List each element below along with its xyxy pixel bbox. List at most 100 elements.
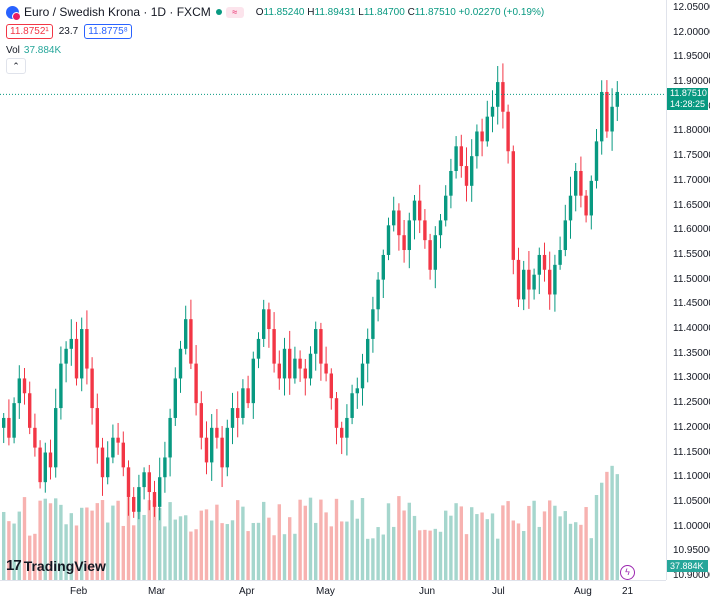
candle-body[interactable] (501, 82, 505, 112)
candle-body[interactable] (288, 348, 292, 379)
candle-body[interactable] (511, 151, 515, 260)
candle-body[interactable] (126, 467, 131, 497)
candle-body[interactable] (142, 472, 146, 488)
candle-body[interactable] (444, 195, 448, 221)
candle-body[interactable] (152, 492, 157, 507)
candle-body[interactable] (464, 166, 469, 186)
session-icon[interactable]: ≈ (225, 6, 244, 18)
candle-body[interactable] (137, 487, 141, 512)
candle-body[interactable] (522, 269, 526, 300)
candle-body[interactable] (579, 170, 583, 196)
candle-body[interactable] (542, 254, 547, 270)
candle-body[interactable] (262, 309, 266, 339)
candle-body[interactable] (584, 195, 588, 216)
candle-body[interactable] (293, 358, 297, 379)
candle-body[interactable] (407, 220, 411, 251)
candle-body[interactable] (204, 437, 209, 463)
candle-body[interactable] (282, 348, 287, 379)
candle-body[interactable] (59, 363, 63, 409)
candle-body[interactable] (605, 91, 609, 132)
candle-body[interactable] (256, 338, 261, 359)
chevron-up-icon[interactable]: ⌃ (6, 58, 26, 74)
lightning-icon[interactable]: ϟ (620, 565, 635, 580)
symbol-title[interactable]: Euro / Swedish Krona · 1D · FXCM (24, 5, 211, 19)
candle-body[interactable] (251, 358, 255, 404)
candle-body[interactable] (516, 259, 521, 300)
candle-body[interactable] (459, 146, 463, 167)
candle-body[interactable] (610, 106, 614, 132)
candle-body[interactable] (355, 388, 359, 394)
candle-body[interactable] (553, 264, 557, 295)
candle-body[interactable] (189, 319, 193, 364)
candle-body[interactable] (64, 348, 68, 364)
buy-button[interactable]: 11.8775⁸ (84, 24, 132, 39)
candle-body[interactable] (17, 378, 21, 404)
candle-body[interactable] (95, 408, 99, 448)
candle-body[interactable] (199, 403, 203, 438)
candle-body[interactable] (594, 141, 599, 181)
candle-body[interactable] (558, 250, 562, 265)
candle-body[interactable] (12, 403, 16, 438)
candle-body[interactable] (485, 116, 489, 142)
candle-body[interactable] (111, 437, 115, 458)
candle-body[interactable] (386, 225, 391, 255)
candle-body[interactable] (194, 363, 198, 404)
candle-body[interactable] (163, 457, 167, 478)
candle-body[interactable] (418, 200, 422, 221)
candle-body[interactable] (22, 378, 27, 394)
candle-body[interactable] (319, 329, 323, 364)
candle-body[interactable] (33, 427, 37, 448)
candle-body[interactable] (178, 348, 183, 379)
candle-body[interactable] (568, 195, 573, 221)
candle-body[interactable] (366, 338, 370, 364)
candle-body[interactable] (215, 427, 219, 438)
candle-body[interactable] (90, 368, 94, 409)
candle-body[interactable] (470, 156, 474, 186)
candle-body[interactable] (168, 417, 172, 458)
chart-area[interactable] (0, 0, 666, 580)
volume-legend[interactable]: Vol 37.884K (6, 45, 62, 56)
candle-body[interactable] (7, 417, 11, 438)
candle-body[interactable] (340, 427, 344, 438)
candle-body[interactable] (314, 329, 318, 354)
candle-body[interactable] (548, 269, 552, 295)
candle-body[interactable] (563, 220, 567, 251)
candle-body[interactable] (225, 427, 229, 468)
candle-body[interactable] (392, 210, 396, 226)
candle-body[interactable] (600, 91, 604, 142)
candle-body[interactable] (527, 269, 531, 290)
candle-body[interactable] (236, 408, 240, 418)
candle-body[interactable] (48, 452, 53, 468)
candle-body[interactable] (28, 393, 32, 428)
time-axis[interactable]: Feb Mar Apr May Jun Jul Aug 21 (0, 580, 666, 601)
candle-body[interactable] (85, 329, 89, 369)
candle-body[interactable] (74, 338, 79, 379)
candle-body[interactable] (397, 210, 401, 236)
candle-body[interactable] (334, 398, 339, 428)
candle-body[interactable] (106, 457, 110, 478)
candle-body[interactable] (433, 235, 437, 270)
candle-body[interactable] (158, 477, 162, 507)
candle-body[interactable] (220, 437, 224, 468)
candle-body[interactable] (381, 254, 385, 280)
candle-body[interactable] (303, 368, 307, 379)
candle-body[interactable] (345, 417, 349, 438)
candle-body[interactable] (402, 235, 406, 251)
candle-body[interactable] (121, 442, 125, 468)
candle-body[interactable] (2, 417, 6, 428)
candle-body[interactable] (532, 274, 536, 290)
candle-body[interactable] (490, 106, 495, 117)
candle-body[interactable] (615, 91, 619, 107)
candle-body[interactable] (329, 373, 333, 399)
candle-body[interactable] (506, 111, 510, 152)
candle-body[interactable] (371, 309, 375, 339)
candle-body[interactable] (449, 170, 453, 196)
candle-body[interactable] (360, 363, 365, 389)
candle-body[interactable] (438, 220, 443, 236)
candle-body[interactable] (308, 353, 313, 379)
candle-body[interactable] (589, 180, 593, 216)
candle-body[interactable] (246, 388, 250, 404)
symbol-legend[interactable]: Euro / Swedish Krona · 1D · FXCM ≈ O11.8… (6, 5, 544, 21)
candle-body[interactable] (116, 437, 120, 443)
sell-button[interactable]: 11.8752¹ (6, 24, 53, 39)
